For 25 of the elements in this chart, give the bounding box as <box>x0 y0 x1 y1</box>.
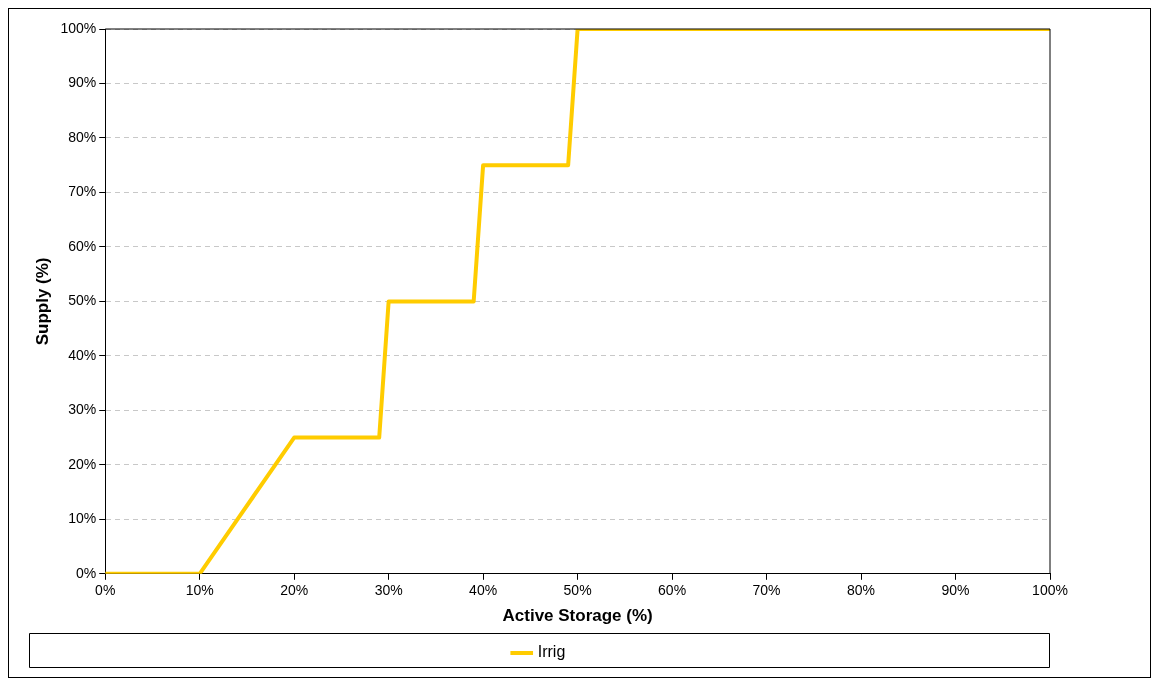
x-tick-label: 30% <box>374 582 403 599</box>
y-tick-label: 70% <box>68 183 97 200</box>
y-tick-label: 10% <box>68 510 97 527</box>
y-tick-label: 80% <box>68 128 97 145</box>
x-tick-label: 70% <box>752 582 781 599</box>
legend-label: Irrig <box>537 643 566 661</box>
y-tick-label: 40% <box>68 346 97 363</box>
y-tick-label: 0% <box>75 564 97 581</box>
y-tick-label: 100% <box>60 19 97 36</box>
x-tick-label: 80% <box>847 582 876 599</box>
x-tick-label: 100% <box>1032 582 1068 599</box>
y-tick-label: 30% <box>68 401 97 418</box>
x-tick-label: 20% <box>280 582 309 599</box>
y-tick-label: 20% <box>68 455 97 472</box>
x-tick-label: 50% <box>563 582 592 599</box>
x-tick-label: 60% <box>658 582 687 599</box>
y-tick-label: 60% <box>68 237 97 254</box>
y-tick-label: 90% <box>68 74 97 91</box>
y-tick-label: 50% <box>68 292 97 309</box>
x-tick-label: 40% <box>469 582 498 599</box>
y-axis-title: Supply (%) <box>32 257 52 346</box>
x-tick-label: 90% <box>941 582 970 599</box>
x-tick-label: 0% <box>95 582 116 599</box>
x-axis-title: Active Storage (%) <box>502 606 653 626</box>
x-tick-label: 10% <box>185 582 214 599</box>
